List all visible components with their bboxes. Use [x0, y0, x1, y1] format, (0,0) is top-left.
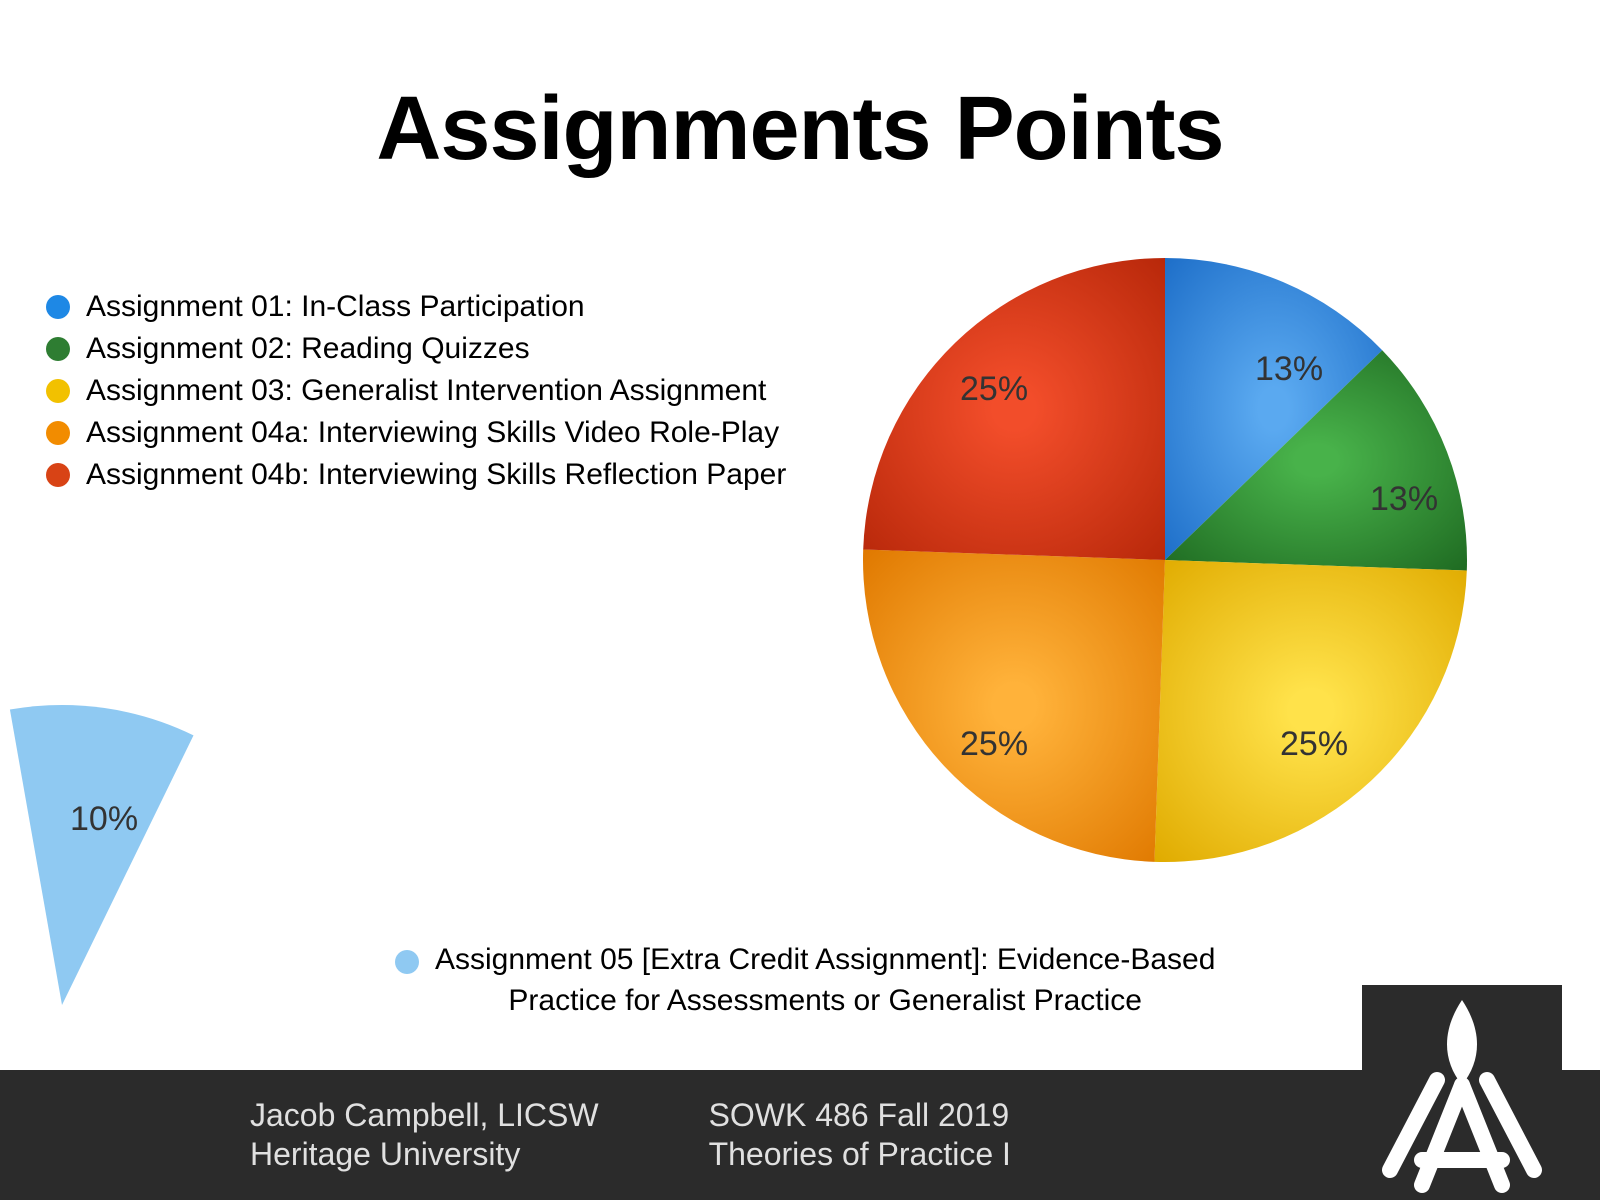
- pie-slice-label: 13%: [1255, 350, 1323, 389]
- footer-institution: Heritage University: [250, 1136, 599, 1173]
- extra-wedge-label: 10%: [70, 800, 138, 839]
- extra-credit-line2: Practice for Assessments or Generalist P…: [435, 981, 1215, 1022]
- pie-slice-label: 25%: [1280, 725, 1348, 764]
- extra-credit-line1: Assignment 05 [Extra Credit Assignment]:…: [435, 940, 1215, 981]
- pie-slice: [1154, 560, 1466, 862]
- footer-course-code: SOWK 486 Fall 2019: [709, 1097, 1011, 1134]
- footer-col-course: SOWK 486 Fall 2019 Theories of Practice …: [709, 1097, 1011, 1173]
- pie-slice-label: 25%: [960, 370, 1028, 409]
- footer-author-name: Jacob Campbell, LICSW: [250, 1097, 599, 1134]
- pie-slice: [863, 258, 1165, 560]
- institution-logo-icon: [1362, 985, 1562, 1200]
- extra-wedge-shape: [10, 705, 194, 1005]
- pie-slice-label: 13%: [1370, 480, 1438, 519]
- pie-svg: [853, 248, 1477, 872]
- extra-credit-dot-icon: [395, 950, 419, 974]
- wedge-svg: [0, 0, 400, 1100]
- pie-slice-label: 25%: [960, 725, 1028, 764]
- footer-bar: Jacob Campbell, LICSW Heritage Universit…: [0, 1070, 1600, 1200]
- pie-slice: [863, 549, 1165, 861]
- pie-chart: [853, 248, 1477, 877]
- extra-credit-legend: Assignment 05 [Extra Credit Assignment]:…: [395, 940, 1255, 1021]
- slide: Assignments Points Assignment 01: In-Cla…: [0, 0, 1600, 1200]
- footer-col-author: Jacob Campbell, LICSW Heritage Universit…: [250, 1097, 599, 1173]
- extra-credit-text: Assignment 05 [Extra Credit Assignment]:…: [435, 940, 1215, 1021]
- footer-course-title: Theories of Practice I: [709, 1136, 1011, 1173]
